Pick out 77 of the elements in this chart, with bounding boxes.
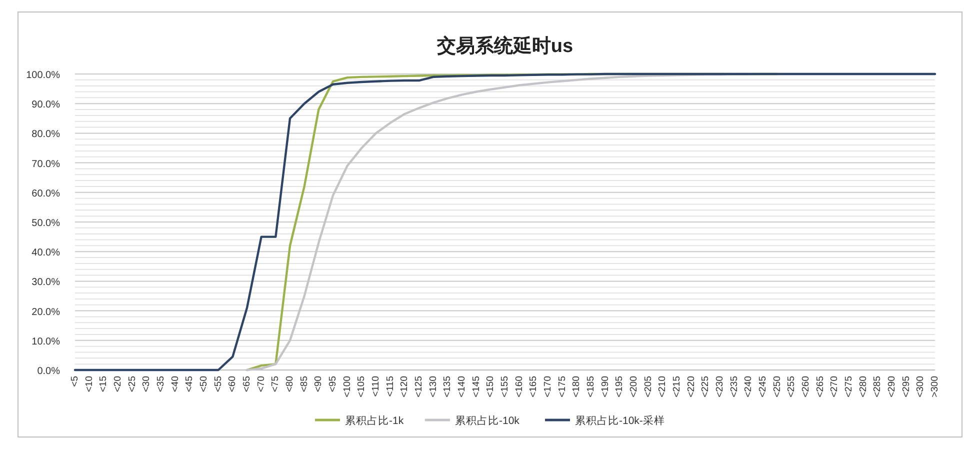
y-tick-label: 70.0% (32, 158, 60, 170)
x-tick-label: <300 (915, 376, 926, 398)
x-tick-label: <180 (571, 376, 582, 398)
x-tick-label: <140 (456, 376, 468, 398)
x-tick-label: <155 (500, 376, 511, 398)
x-tick-label: <65 (242, 376, 253, 392)
x-tick-label: <15 (98, 376, 110, 392)
x-tick-label: <35 (156, 376, 167, 392)
y-tick-label: 10.0% (32, 336, 60, 348)
y-tick-label: 100.0% (26, 70, 60, 81)
y-tick-label: 50.0% (32, 218, 60, 229)
x-tick-label: <285 (872, 376, 884, 398)
x-tick-label: <75 (270, 376, 282, 392)
x-tick-label: <80 (284, 376, 296, 392)
x-tick-label: <205 (642, 376, 654, 398)
x-tick-label: <30 (141, 376, 152, 392)
x-tick-label: <5 (70, 376, 81, 387)
x-tick-label: <25 (126, 376, 138, 392)
x-tick-label: <70 (256, 376, 267, 392)
line-series (74, 72, 936, 372)
x-tick-label: <130 (428, 376, 439, 398)
x-tick-label: <20 (112, 376, 124, 392)
x-tick-label: <150 (485, 376, 496, 398)
x-tick-label: <125 (414, 376, 425, 398)
x-tick-label: <50 (198, 376, 210, 392)
x-tick-label: <165 (528, 376, 540, 398)
legend-label: 累积占比-10k (455, 414, 520, 427)
y-tick-label: 80.0% (32, 129, 60, 140)
x-tick-label: <95 (328, 376, 339, 392)
y-tick-label: 0.0% (37, 366, 60, 377)
x-tick-label: <200 (628, 376, 640, 398)
x-tick-label: <280 (858, 376, 869, 398)
x-tick-label: <45 (184, 376, 196, 392)
x-tick-label: <295 (900, 376, 912, 398)
y-tick-label: 40.0% (32, 248, 60, 259)
x-tick-label: <85 (298, 376, 310, 392)
x-tick-label: <250 (772, 376, 783, 398)
x-tick-label: <190 (600, 376, 611, 398)
x-tick-label: <100 (342, 376, 353, 398)
x-tick-label: <185 (586, 376, 597, 398)
chart-title: 交易系统延时us (436, 35, 574, 57)
x-tick-label: <215 (672, 376, 683, 398)
x-tick-label: <115 (384, 376, 396, 397)
x-tick-label: <55 (212, 376, 224, 392)
x-tick-label: <260 (800, 376, 812, 398)
x-tick-label: <60 (227, 376, 238, 392)
x-tick-label: <220 (686, 376, 697, 398)
x-tick-label: <160 (514, 376, 525, 398)
legend-label: 累积占比-1k (345, 414, 404, 427)
y-tick-label: 20.0% (32, 306, 60, 318)
x-tick-label: <90 (313, 376, 324, 392)
x-tick-label: <120 (399, 376, 410, 398)
x-tick-label: <275 (844, 376, 855, 398)
x-tick-label: <290 (886, 376, 898, 398)
y-tick-label: 30.0% (32, 277, 60, 288)
x-tick-label: <175 (556, 376, 568, 398)
x-tick-label: <145 (470, 376, 482, 398)
x-tick-label: <135 (442, 376, 454, 398)
x-tick-label: <235 (728, 376, 740, 398)
x-tick-label: <105 (356, 376, 368, 398)
y-tick-label: 60.0% (32, 188, 60, 200)
x-tick-label: <10 (84, 376, 95, 392)
x-tick-label: <40 (170, 376, 181, 392)
x-tick-label: <255 (786, 376, 798, 398)
x-tick-label: >300 (930, 376, 941, 398)
x-tick-label: <110 (370, 376, 382, 397)
x-tick-label: <230 (714, 376, 726, 398)
legend-label: 累积占比-10k-采样 (575, 414, 665, 427)
x-tick-label: <195 (614, 376, 626, 398)
x-tick-label: <240 (743, 376, 754, 398)
x-tick-label: <210 (657, 376, 668, 398)
y-tick-label: 90.0% (32, 100, 60, 111)
x-tick-label: <270 (829, 376, 840, 398)
x-tick-label: <170 (542, 376, 554, 398)
x-tick-label: <225 (700, 376, 712, 398)
x-tick-label: <245 (758, 376, 769, 398)
x-tick-label: <265 (814, 376, 826, 398)
